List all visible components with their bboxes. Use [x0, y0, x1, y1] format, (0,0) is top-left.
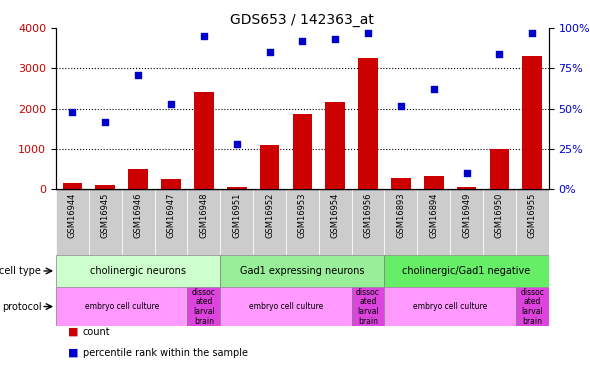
Bar	[96, 184, 115, 189]
Point	[100, 118, 110, 124]
Bar	[358, 58, 378, 189]
Text: Gad1 expressing neurons: Gad1 expressing neurons	[240, 266, 365, 276]
Bar	[188, 287, 220, 326]
Text: cholinergic/Gad1 negative: cholinergic/Gad1 negative	[402, 266, 531, 276]
Bar	[220, 287, 352, 326]
Bar	[385, 189, 417, 255]
Text: dissoc
ated
larval
brain: dissoc ated larval brain	[192, 288, 216, 326]
Point	[527, 30, 537, 36]
Bar	[155, 189, 188, 255]
Point	[363, 30, 373, 36]
Bar	[220, 189, 253, 255]
Bar	[450, 189, 483, 255]
Text: count: count	[83, 327, 110, 337]
Bar	[325, 102, 345, 189]
Bar	[56, 287, 188, 326]
Bar	[194, 92, 214, 189]
Text: embryo cell culture: embryo cell culture	[413, 302, 487, 311]
Text: embryo cell culture: embryo cell culture	[84, 302, 159, 311]
Text: cholinergic neurons: cholinergic neurons	[90, 266, 186, 276]
Text: embryo cell culture: embryo cell culture	[249, 302, 323, 311]
Bar	[56, 255, 220, 287]
Bar	[260, 145, 280, 189]
Text: ■: ■	[68, 348, 78, 357]
Point	[297, 38, 307, 44]
Text: GSM16944: GSM16944	[68, 193, 77, 238]
Point	[330, 36, 340, 42]
Point	[462, 170, 471, 176]
Bar	[128, 169, 148, 189]
Point	[68, 109, 77, 115]
Bar	[457, 187, 477, 189]
Bar	[63, 183, 83, 189]
Bar	[89, 189, 122, 255]
Bar	[161, 179, 181, 189]
Bar	[417, 189, 450, 255]
Text: GSM16953: GSM16953	[298, 193, 307, 238]
Bar	[319, 189, 352, 255]
Title: GDS653 / 142363_at: GDS653 / 142363_at	[231, 13, 374, 27]
Bar	[424, 176, 444, 189]
Bar	[122, 189, 155, 255]
Point	[166, 101, 176, 107]
Bar	[188, 189, 220, 255]
Bar	[490, 148, 509, 189]
Point	[494, 51, 504, 57]
Point	[133, 72, 143, 78]
Bar	[391, 178, 411, 189]
Text: GSM16956: GSM16956	[363, 193, 372, 238]
Text: dissoc
ated
larval
brain: dissoc ated larval brain	[356, 288, 380, 326]
Text: GSM16948: GSM16948	[199, 193, 208, 238]
Bar	[286, 189, 319, 255]
Point	[429, 86, 438, 92]
Point	[265, 50, 274, 55]
Text: ■: ■	[68, 327, 78, 337]
Bar	[522, 56, 542, 189]
Bar	[56, 189, 89, 255]
Text: GSM16893: GSM16893	[396, 193, 405, 238]
Text: GSM16946: GSM16946	[134, 193, 143, 238]
Bar	[385, 255, 549, 287]
Text: GSM16951: GSM16951	[232, 193, 241, 238]
Bar	[516, 287, 549, 326]
Bar	[227, 186, 247, 189]
Bar	[352, 287, 385, 326]
Point	[396, 102, 405, 108]
Text: GSM16955: GSM16955	[528, 193, 537, 238]
Bar	[220, 255, 385, 287]
Text: GSM16945: GSM16945	[101, 193, 110, 238]
Bar	[253, 189, 286, 255]
Text: GSM16954: GSM16954	[331, 193, 340, 238]
Text: GSM16894: GSM16894	[430, 193, 438, 238]
Point	[199, 33, 208, 39]
Text: dissoc
ated
larval
brain: dissoc ated larval brain	[520, 288, 544, 326]
Bar	[352, 189, 385, 255]
Bar	[385, 287, 516, 326]
Text: GSM16949: GSM16949	[462, 193, 471, 238]
Text: GSM16952: GSM16952	[265, 193, 274, 238]
Text: protocol: protocol	[2, 302, 41, 312]
Bar	[516, 189, 549, 255]
Bar	[293, 114, 312, 189]
Text: percentile rank within the sample: percentile rank within the sample	[83, 348, 248, 357]
Bar	[483, 189, 516, 255]
Text: GSM16950: GSM16950	[495, 193, 504, 238]
Text: cell type: cell type	[0, 266, 41, 276]
Point	[232, 141, 241, 147]
Text: GSM16947: GSM16947	[166, 193, 175, 238]
